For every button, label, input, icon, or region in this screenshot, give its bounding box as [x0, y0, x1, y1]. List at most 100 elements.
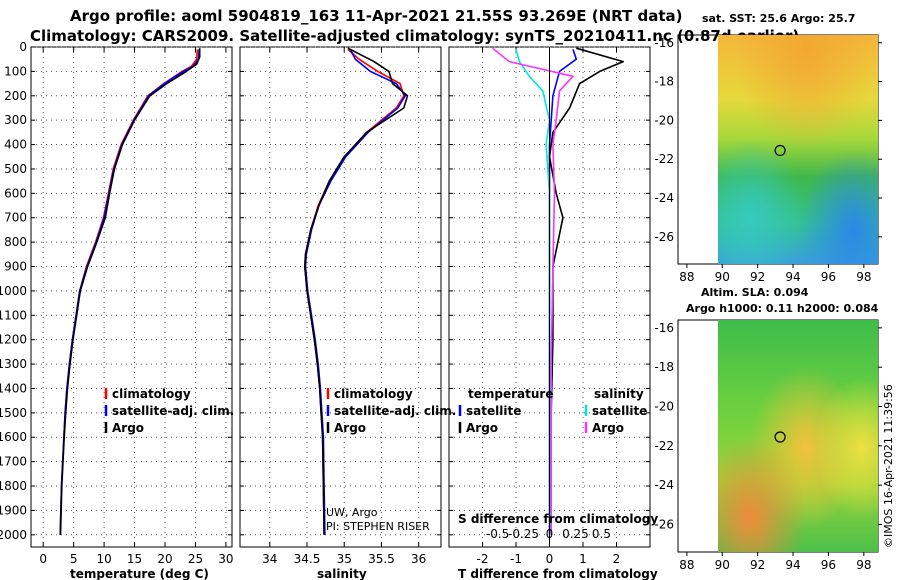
salinity-legend: climatology satellite-adj. clim. Argo: [326, 387, 456, 435]
depth-tick-label: 1600: [0, 430, 27, 444]
sst-float-location-marker: [774, 144, 786, 157]
depth-tick-label: 1400: [0, 381, 27, 395]
lat-tick-label: -24: [654, 191, 674, 205]
lon-tick-label: 92: [750, 558, 765, 572]
sst-map: -16 -18 -20 -22 -24 -26 88 90 92 94 96 98: [654, 34, 882, 284]
depth-tick-label: 1300: [0, 357, 27, 371]
x-tick-label: 34: [262, 552, 277, 566]
sst-cold-patch: [718, 35, 878, 264]
x-tick-label: 15: [127, 552, 142, 566]
difference-legend: temperature salinity satellite Argo sate…: [458, 387, 647, 435]
series-climatology: [303, 48, 405, 535]
series-temperature-argo: [548, 47, 625, 535]
title-line-2: Climatology: CARS2009. Satellite-adjuste…: [30, 27, 799, 45]
x-tick-label: 25: [188, 552, 203, 566]
s-difference-axis-label: S difference from climatology: [458, 512, 658, 526]
depth-tick-label: 1100: [0, 308, 27, 322]
lat-tick-label: -16: [654, 321, 674, 335]
lat-tick-label: -16: [654, 36, 674, 50]
lon-tick-label: 90: [715, 558, 730, 572]
lon-tick-label: 96: [821, 270, 836, 284]
legend-temperature-heading: temperature: [468, 387, 553, 401]
depth-tick-label: 1000: [0, 284, 27, 298]
depth-tick-label: 700: [4, 211, 27, 225]
legend-satellite-adj: satellite-adj. clim.: [334, 404, 456, 418]
legend-sal-satellite: satellite: [592, 404, 647, 418]
x-tick-label: 5: [70, 552, 78, 566]
depth-tick-label: 600: [4, 186, 27, 200]
series-salinity-argo: [492, 47, 574, 535]
temperature-legend: climatology satellite-adj. clim. Argo: [104, 387, 234, 435]
title-line-1: Argo profile: aoml 5904819_163 11-Apr-20…: [70, 7, 683, 25]
lat-tick-label: -18: [654, 360, 674, 374]
salinity-plot: 34 34.5 35 35.5 36: [240, 46, 441, 566]
lat-tick-label: -22: [654, 439, 674, 453]
temperature-axis-label: temperature (deg C): [70, 567, 209, 580]
s-diff-tick-label: 0.25: [562, 527, 589, 541]
lat-tick-label: -26: [654, 517, 674, 531]
sst-map-axes: -16 -18 -20 -22 -24 -26 88 90 92 94 96 98: [654, 36, 882, 284]
lon-tick-label: 90: [715, 270, 730, 284]
depth-tick-label: 800: [4, 235, 27, 249]
depth-tick-label: 400: [4, 138, 27, 152]
x-tick-label: 30: [218, 552, 233, 566]
x-tick-label: 0: [546, 552, 554, 566]
s-diff-tick-label: 0.5: [592, 527, 611, 541]
credit-uw-argo: UW, Argo: [326, 506, 378, 519]
x-tick-label: 20: [157, 552, 172, 566]
legend-climatology: climatology: [334, 387, 413, 401]
legend-satellite-adj: satellite-adj. clim.: [112, 404, 234, 418]
s-diff-tick-label: -0.25: [508, 527, 539, 541]
sla-map-title-1: Altim. SLA: 0.094: [701, 286, 809, 299]
legend-temp-satellite: satellite: [466, 404, 521, 418]
x-tick-label: 35.5: [368, 552, 395, 566]
lat-tick-label: -26: [654, 230, 674, 244]
depth-tick-label: 1200: [0, 333, 27, 347]
x-tick-label: 35: [337, 552, 352, 566]
legend-temp-argo: Argo: [466, 421, 498, 435]
series-argo: [303, 47, 409, 535]
temperature-plot: 0 5 10 15 20 25 30: [31, 46, 234, 566]
sst-map-title: sat. SST: 25.6 Argo: 25.7: [702, 12, 855, 25]
s-diff-tick-label: -0.5: [486, 527, 509, 541]
temperature-panel: [30, 46, 233, 548]
legend-salinity-heading: salinity: [594, 387, 644, 401]
lon-tick-label: 88: [679, 270, 694, 284]
legend-climatology: climatology: [112, 387, 191, 401]
x-tick-label: 1: [579, 552, 587, 566]
x-tick-label: 36: [411, 552, 426, 566]
lat-tick-label: -20: [654, 400, 674, 414]
series-argo: [59, 48, 201, 535]
x-tick-label: 0: [39, 552, 47, 566]
depth-tick-label: 500: [4, 162, 27, 176]
depth-tick-label: 1900: [0, 503, 27, 517]
depth-tick-label: 0: [19, 40, 27, 54]
lon-tick-label: 98: [856, 558, 871, 572]
depth-tick-label: 2000: [0, 528, 27, 542]
sla-map-axes: -16 -18 -20 -22 -24 -26 88 90 92 94 96 98: [654, 321, 882, 572]
t-difference-axis-label: T difference from climatology: [458, 567, 658, 580]
sla-map: -16 -18 -20 -22 -24 -26 88 90 92 94 96 98: [654, 319, 882, 572]
x-tick-label: 2: [613, 552, 621, 566]
sla-map-title-2: Argo h1000: 0.11 h2000: 0.084: [686, 302, 879, 315]
x-tick-label: 10: [96, 552, 111, 566]
legend-argo: Argo: [112, 421, 144, 435]
lat-tick-label: -20: [654, 113, 674, 127]
sla-float-location-marker: [774, 431, 786, 443]
depth-tick-label: 1500: [0, 406, 27, 420]
depth-tick-label: 300: [4, 113, 27, 127]
lon-tick-label: 88: [679, 558, 694, 572]
lon-tick-label: 94: [785, 558, 800, 572]
depth-tick-label: 200: [4, 89, 27, 103]
lat-tick-label: -18: [654, 75, 674, 89]
lon-tick-label: 94: [785, 270, 800, 284]
salinity-axis-label: salinity: [317, 567, 367, 580]
lon-tick-label: 92: [750, 270, 765, 284]
x-tick-label: 34.5: [294, 552, 321, 566]
legend-sal-argo: Argo: [592, 421, 624, 435]
lat-tick-label: -22: [654, 152, 674, 166]
depth-tick-label: 1800: [0, 479, 27, 493]
imos-timestamp: ©IMOS 16-Apr-2021 11:39:56: [882, 384, 895, 548]
